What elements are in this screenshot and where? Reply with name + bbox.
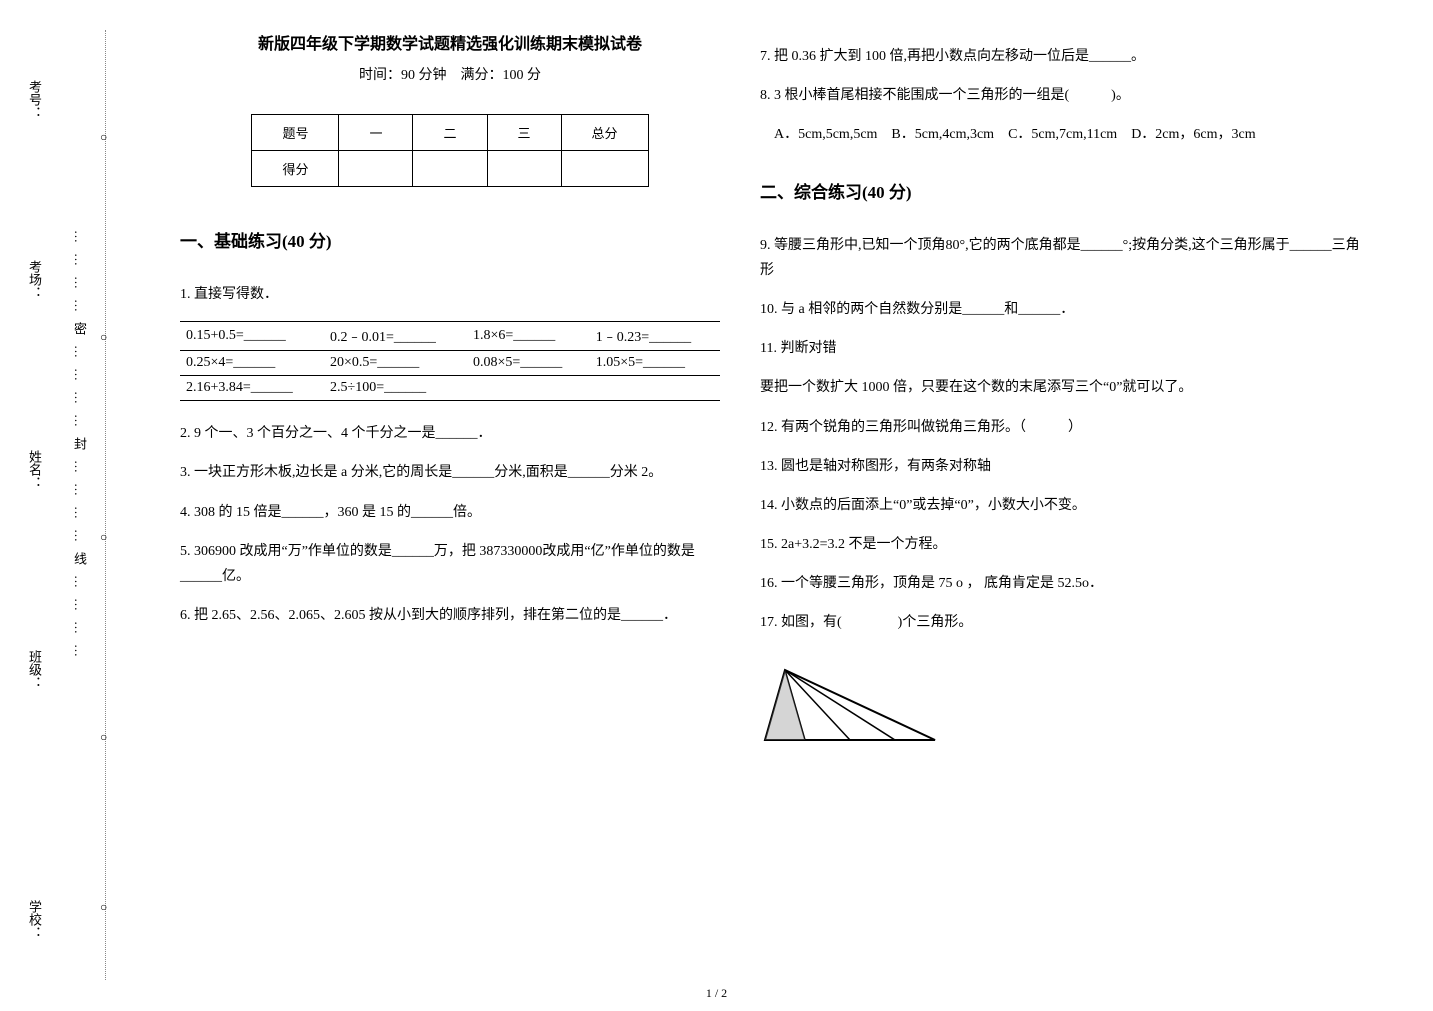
- page-number: 1 / 2: [706, 986, 727, 1001]
- question-10: 10. 与 a 相邻的两个自然数分别是______和______．: [760, 297, 1360, 322]
- score-header-cell: 题号: [252, 115, 339, 151]
- question-4: 4. 308 的 15 倍是______，360 是 15 的______倍。: [180, 500, 720, 525]
- score-header-cell: 二: [413, 115, 487, 151]
- question-13: 13. 圆也是轴对称图形，有两条对称轴: [760, 454, 1360, 479]
- question-2: 2. 9 个一、3 个百分之一、4 个千分之一是______．: [180, 421, 720, 446]
- question-1-label: 1. 直接写得数．: [180, 282, 720, 307]
- triangle-figure: [760, 660, 940, 750]
- calc-cell: 20×0.5=______: [324, 351, 467, 376]
- label-number: 考号：: [25, 80, 44, 119]
- circle-marker: ○: [100, 530, 107, 545]
- question-8-options: A．5cm,5cm,5cm B．5cm,4cm,3cm C．5cm,7cm,11…: [760, 122, 1360, 147]
- calc-cell: 0.2﹣0.01=______: [324, 322, 467, 351]
- sealing-line-text: …………密…………封…………线…………: [70, 230, 89, 667]
- score-cell[interactable]: [413, 151, 487, 187]
- right-column: 7. 把 0.36 扩大到 100 倍,再把小数点向左移动一位后是______。…: [760, 30, 1360, 755]
- question-7: 7. 把 0.36 扩大到 100 倍,再把小数点向左移动一位后是______。: [760, 44, 1360, 69]
- question-8: 8. 3 根小棒首尾相接不能围成一个三角形的一组是( )。: [760, 83, 1360, 108]
- calc-cell: 1.8×6=______: [467, 322, 590, 351]
- circle-marker: ○: [100, 900, 107, 915]
- score-cell[interactable]: [487, 151, 561, 187]
- question-16: 16. 一个等腰三角形，顶角是 75 o ， 底角肯定是 52.5o．: [760, 571, 1360, 596]
- calc-cell: 0.08×5=______: [467, 351, 590, 376]
- calc-cell: 1.05×5=______: [590, 351, 720, 376]
- left-column: 新版四年级下学期数学试题精选强化训练期末模拟试卷 时间：90 分钟 满分：100…: [180, 30, 720, 642]
- question-6: 6. 把 2.65、2.56、2.065、2.605 按从小到大的顺序排列，排在…: [180, 603, 720, 628]
- circle-marker: ○: [100, 730, 107, 745]
- label-room: 考场：: [25, 260, 44, 299]
- question-17: 17. 如图，有( )个三角形。: [760, 610, 1360, 635]
- exam-title: 新版四年级下学期数学试题精选强化训练期末模拟试卷: [180, 30, 720, 54]
- question-14: 14. 小数点的后面添上“0”或去掉“0”，小数大小不变。: [760, 493, 1360, 518]
- calc-cell: 2.5÷100=______: [324, 376, 467, 401]
- calc-cell: 1﹣0.23=______: [590, 322, 720, 351]
- section-2-header: 二、综合练习(40 分): [760, 178, 1360, 203]
- calc-cell: 0.15+0.5=______: [180, 322, 324, 351]
- label-class: 班级：: [25, 650, 44, 689]
- calc-cell: [467, 376, 590, 401]
- question-3: 3. 一块正方形木板,边长是 a 分米,它的周长是______分米,面积是___…: [180, 460, 720, 485]
- score-row-label: 得分: [252, 151, 339, 187]
- question-12: 12. 有两个锐角的三角形叫做锐角三角形。（ ）: [760, 415, 1360, 440]
- label-name: 姓名：: [25, 450, 44, 489]
- binding-dotted-line: [105, 30, 108, 980]
- circle-marker: ○: [100, 330, 107, 345]
- label-school: 学校：: [25, 900, 44, 939]
- question-11-body: 要把一个数扩大 1000 倍，只要在这个数的末尾添写三个“0”就可以了。: [760, 375, 1360, 400]
- section-1-header: 一、基础练习(40 分): [180, 227, 720, 252]
- question-11: 11. 判断对错: [760, 336, 1360, 361]
- calc-cell: 2.16+3.84=______: [180, 376, 324, 401]
- score-cell[interactable]: [339, 151, 413, 187]
- score-cell[interactable]: [561, 151, 648, 187]
- score-header-cell: 三: [487, 115, 561, 151]
- score-header-cell: 一: [339, 115, 413, 151]
- binding-area: ○ ○ ○ ○ ○ …………密…………封…………线………… 考号： 考场： 姓名…: [10, 30, 130, 980]
- score-header-cell: 总分: [561, 115, 648, 151]
- calc-cell: 0.25×4=______: [180, 351, 324, 376]
- calc-table: 0.15+0.5=______ 0.2﹣0.01=______ 1.8×6=__…: [180, 321, 720, 401]
- circle-marker: ○: [100, 130, 107, 145]
- question-15: 15. 2a+3.2=3.2 不是一个方程。: [760, 532, 1360, 557]
- exam-subtitle: 时间：90 分钟 满分：100 分: [180, 64, 720, 84]
- score-table: 题号 一 二 三 总分 得分: [251, 114, 648, 187]
- calc-cell: [590, 376, 720, 401]
- question-9: 9. 等腰三角形中,已知一个顶角80°,它的两个底角都是______°;按角分类…: [760, 233, 1360, 283]
- question-5: 5. 306900 改成用“万”作单位的数是______万，把 38733000…: [180, 539, 720, 589]
